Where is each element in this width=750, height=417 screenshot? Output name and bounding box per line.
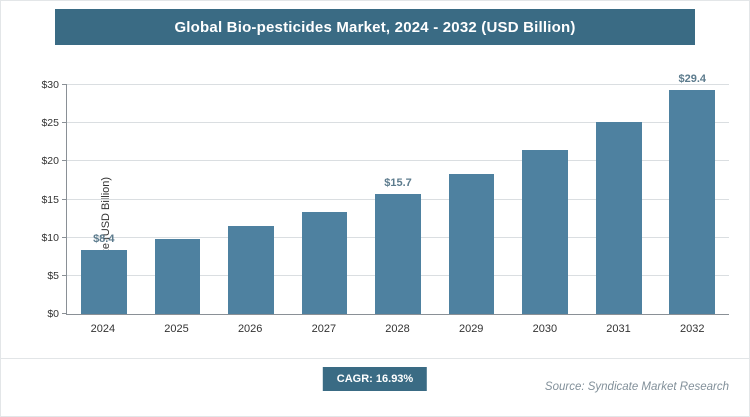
- bar-group: [435, 85, 509, 314]
- x-tick-label: 2024: [90, 323, 116, 335]
- y-tick-label: $25: [41, 117, 59, 130]
- footer: CAGR: 16.93% Source: Syndicate Market Re…: [1, 359, 749, 413]
- plot-area: Market Size (USD Billion) $0 $5 $10 $15 $20 $…: [41, 73, 730, 320]
- source-credit: Source: Syndicate Market Research: [544, 381, 729, 393]
- bar: [522, 149, 568, 314]
- bar-group: $15.7: [361, 85, 435, 314]
- x-tick-label: 2027: [311, 323, 337, 335]
- x-tick-label: 2029: [458, 323, 484, 335]
- bar: [375, 194, 421, 314]
- y-tick-mark: [62, 236, 67, 238]
- footer-divider: [1, 358, 749, 359]
- cagr-badge: CAGR: 16.93%: [322, 367, 428, 391]
- y-tick-label: $10: [41, 231, 59, 244]
- bar-series: $8.4 $15.7 $29.4: [67, 73, 730, 314]
- y-tick-mark: [62, 313, 67, 314]
- y-tick-mark: [62, 160, 67, 162]
- bar-group: [582, 85, 656, 314]
- bar-group: [288, 85, 362, 314]
- bar-value-label: $15.7: [384, 177, 412, 190]
- bar: [228, 226, 274, 314]
- y-tick-mark: [62, 198, 67, 200]
- x-tick-label: 2026: [237, 323, 263, 335]
- bar: [448, 174, 495, 314]
- y-tick-label: $0: [47, 308, 59, 320]
- bar-group: [214, 85, 288, 314]
- bar: [595, 122, 642, 314]
- y-tick-mark: [62, 84, 67, 85]
- bar-value-label: $29.4: [678, 72, 707, 85]
- x-tick-label: 2025: [164, 323, 189, 335]
- y-tick-label: $5: [47, 269, 59, 282]
- x-tick-label: 2031: [606, 323, 631, 335]
- bar-chart: Market Size (USD Billion) $0 $5 $10 $15 $20 $…: [1, 73, 749, 341]
- x-tick-label: 2032: [679, 323, 705, 335]
- bar: [669, 89, 716, 314]
- x-tick-label: 2028: [385, 323, 410, 335]
- x-tick-label: 2030: [532, 323, 558, 335]
- gridline: [67, 160, 729, 162]
- chart-title: Global Bio-pesticides Market, 2024 - 203…: [55, 9, 695, 45]
- gridline: [67, 122, 729, 124]
- bar-value-label: $8.4: [93, 232, 115, 245]
- y-tick-label: $20: [41, 155, 59, 168]
- gridline: [67, 84, 729, 85]
- y-tick-label: $15: [41, 193, 59, 206]
- bar-group: [141, 85, 215, 314]
- y-tick-mark: [62, 274, 67, 276]
- bar-group: [508, 85, 582, 314]
- x-axis-labels: 2024 2025 2026 2027 2028 2029 2030 2031 2032: [66, 315, 729, 341]
- bar: [154, 239, 201, 314]
- bar: [80, 249, 127, 314]
- bar: [301, 211, 348, 314]
- y-tick-mark: [62, 122, 67, 124]
- y-tick-label: $30: [41, 79, 59, 91]
- bar-group: $8.4: [67, 85, 141, 314]
- bar-group: $29.4: [656, 73, 730, 314]
